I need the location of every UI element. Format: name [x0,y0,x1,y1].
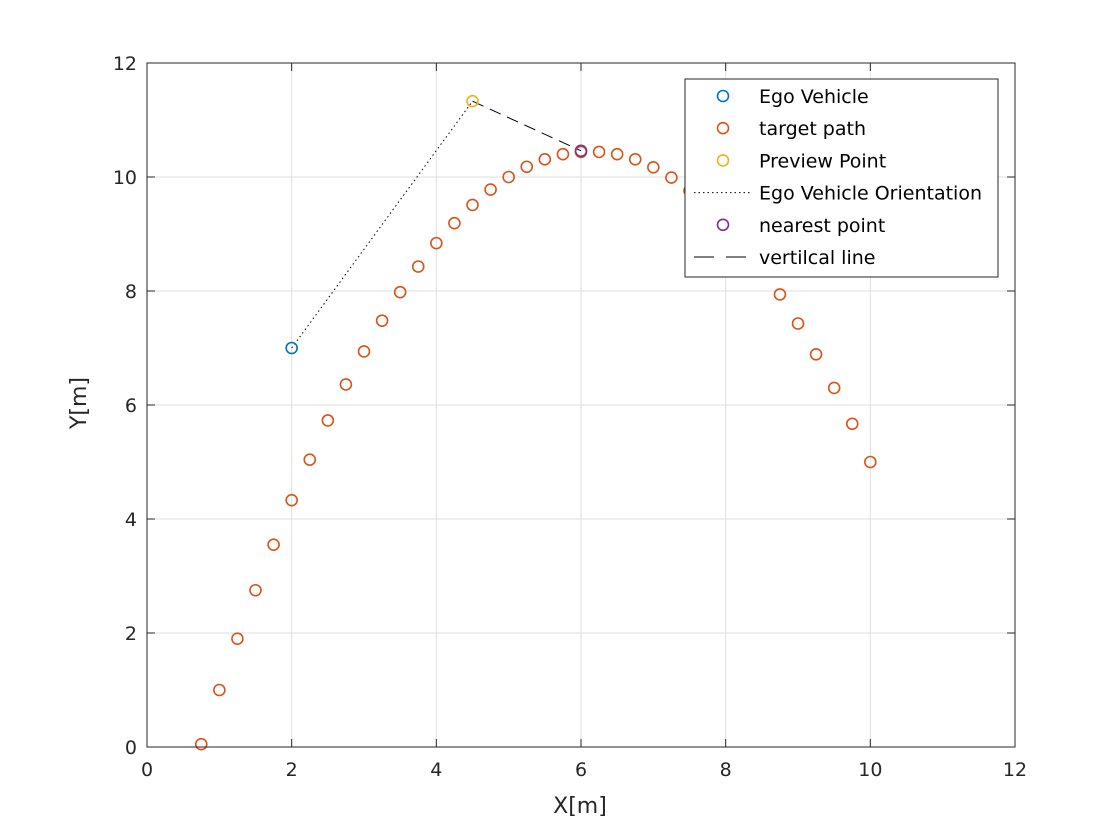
target-path-point [213,683,226,697]
legend-label-nearest-point: nearest point [759,215,885,237]
target-path-point [538,153,552,166]
target-path-point [845,417,859,431]
target-path-point [610,147,624,161]
target-path-point [411,260,425,273]
series-markers [194,94,877,751]
x-tick-label: 6 [575,759,587,781]
target-path-point [502,170,515,184]
target-path-point [791,317,805,330]
target-path-point [249,583,262,597]
target-path-point [321,414,335,427]
x-axis-ticks: 0 2 4 6 8 10 12 [141,63,1027,781]
target-path-point [357,345,371,358]
vertilcal-line-line [472,100,582,152]
legend-label-ego-vehicle-orientation: Ego Vehicle Orientation [759,183,982,205]
x-tick-label: 12 [1003,759,1027,781]
target-path-point [827,381,841,395]
legend-label-target-path: target path [759,118,866,140]
target-path-point [864,455,877,469]
target-path-point [194,737,208,751]
x-axis-label: X[m] [553,794,607,819]
y-tick-label: 8 [125,281,137,303]
y-axis-ticks: 0 2 4 6 8 10 12 [113,53,1015,759]
target-path-point [628,153,642,166]
target-path-point [773,288,787,301]
plot-frame [146,62,1016,748]
series-lines [291,100,582,349]
legend: Ego Vehicle target path Preview Point Ego V… [684,78,999,278]
legend-marker-target-path [716,121,730,135]
target-path-point [267,538,280,551]
y-tick-label: 4 [125,509,137,531]
target-path-point [339,378,353,391]
legend-marker-ego-vehicle [716,89,730,103]
x-tick-label: 10 [858,759,882,781]
x-tick-label: 2 [286,759,298,781]
ego-vehicle-orientation-line [291,100,473,349]
target-path-point [556,147,570,161]
y-tick-label: 6 [125,395,137,417]
x-tick-label: 0 [141,759,153,781]
legend-label-vertilcal-line: vertilcal line [759,247,875,269]
target-path-point [430,236,443,250]
legend-label-ego-vehicle: Ego Vehicle [759,86,869,108]
ego-vehicle-point [285,341,298,355]
target-path-point [647,161,660,174]
y-tick-label: 0 [125,737,137,759]
target-path-point [448,216,461,230]
legend-marker-nearest-point [716,218,730,232]
target-path-point [466,198,479,212]
y-axis-label: Y[m] [67,377,92,430]
legend-label-preview-point: Preview Point [759,150,886,172]
target-path-point [231,632,244,646]
preview-point-point [466,94,479,108]
nearest-point-point [574,144,588,158]
target-path-point [665,171,678,184]
y-tick-label: 12 [113,53,137,75]
legend-box [684,78,999,278]
y-tick-label: 2 [125,623,137,645]
legend-marker-preview-point [716,154,730,167]
target-path-point [303,453,317,467]
target-path-point [375,314,389,327]
target-path-point [592,145,606,159]
x-tick-label: 4 [430,759,442,781]
target-path-point [809,347,823,361]
target-path-point [520,160,534,174]
target-path-point [285,493,298,507]
target-path-point [484,183,497,196]
target-path-point [393,285,407,299]
y-tick-label: 10 [113,167,137,189]
x-tick-label: 8 [720,759,732,781]
